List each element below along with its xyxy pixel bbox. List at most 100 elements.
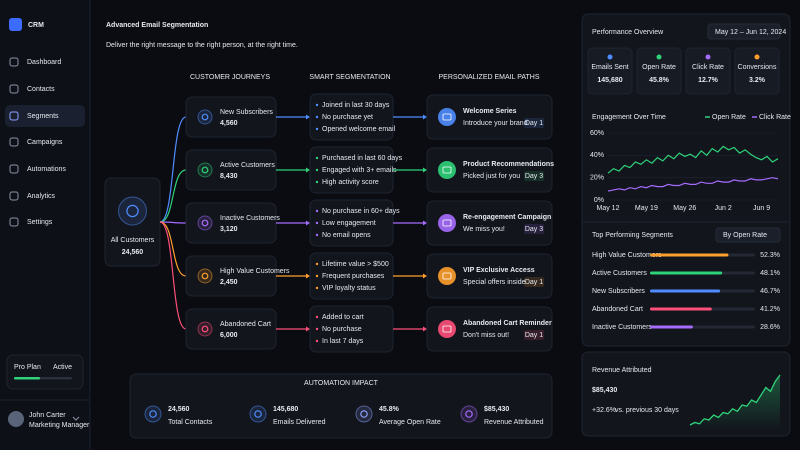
impact-icon (144, 405, 162, 423)
criteria-bullet (315, 233, 319, 237)
column-header: PERSONALIZED EMAIL PATHS (438, 74, 539, 81)
x-tick-label: May 26 (673, 205, 696, 212)
day-badge (524, 277, 544, 287)
kpi-icon (754, 54, 760, 60)
criteria-bullet (315, 327, 319, 331)
criteria-item: Opened welcome email (322, 126, 396, 133)
nav-item[interactable]: Segments (27, 113, 59, 120)
impact-icon-glyph (360, 410, 368, 418)
email-icon-glyph (442, 219, 452, 227)
nav-icon[interactable] (9, 164, 19, 174)
legend-label: Open Rate (712, 114, 746, 121)
nav-item[interactable]: Automations (27, 166, 66, 173)
email-card (426, 306, 553, 352)
criteria-item: Added to cart (322, 314, 364, 321)
date-range-picker[interactable] (707, 23, 781, 40)
criteria-bullet (315, 180, 319, 184)
sort-picker[interactable] (715, 227, 781, 243)
segment-icon-glyph (201, 113, 209, 121)
segment-count: 3,120 (220, 226, 238, 233)
segment-name: Abandoned Cart (220, 321, 271, 328)
email-icon (438, 161, 456, 179)
email-subtitle: We miss you! (463, 226, 505, 233)
impact-label: Emails Delivered (273, 419, 326, 426)
nav-item[interactable]: Contacts (27, 86, 55, 93)
email-icon (438, 108, 456, 126)
page-title: Advanced Email Segmentation (106, 22, 208, 29)
criteria-bullet (315, 274, 319, 278)
criteria-bullet (315, 339, 319, 343)
plan-status: Active (53, 364, 72, 371)
kpi-value: 3.2% (749, 77, 766, 84)
bar (650, 271, 723, 275)
branch-connector (159, 221, 187, 277)
series-line (607, 177, 779, 192)
root-icon (118, 196, 147, 226)
impact-value: $85,430 (484, 406, 509, 413)
impact-icon (355, 405, 373, 423)
kpi-label: Emails Sent (591, 64, 628, 71)
impact-card (129, 373, 553, 439)
segment-icon (197, 321, 213, 337)
day-badge (524, 330, 544, 340)
day-badge (524, 224, 544, 234)
chart-title: Engagement Over Time (592, 114, 666, 121)
nav-icon[interactable] (9, 191, 19, 201)
segment-icon-glyph (201, 325, 209, 333)
nav-item[interactable]: Dashboard (27, 59, 61, 66)
impact-label: Revenue Attributed (484, 419, 544, 426)
nav-icon[interactable] (9, 137, 19, 147)
nav-item[interactable]: Campaigns (27, 139, 63, 146)
x-tick-label: Jun 9 (753, 205, 770, 212)
plan-card (6, 354, 84, 390)
nav-icon[interactable] (9, 57, 19, 67)
criteria-item: VIP loyalty status (322, 285, 376, 292)
segment-count: 4,560 (220, 120, 238, 127)
sparkline (689, 374, 781, 426)
bar (650, 325, 693, 329)
criteria-item: Frequent purchases (322, 273, 385, 280)
kpi-label: Conversions (738, 64, 777, 71)
bar-value-label: 41.2% (760, 306, 780, 313)
day-badge-text: Day 1 (525, 120, 543, 127)
branch-connector (159, 169, 187, 223)
nav-icon[interactable] (9, 84, 19, 94)
legend-label: Click Rate (759, 114, 791, 121)
criteria-item: In last 7 days (322, 338, 364, 345)
email-icon-glyph (442, 166, 452, 174)
day-badge-text: Day 3 (525, 226, 543, 233)
nav-icon[interactable] (9, 111, 19, 121)
segment-icon-glyph (201, 166, 209, 174)
brand-name: CRM (28, 22, 44, 29)
impact-icon-glyph (149, 410, 157, 418)
kpi-icon (656, 54, 662, 60)
criteria-item: Lifetime value > $500 (322, 261, 389, 268)
nav-item[interactable]: Settings (27, 219, 53, 226)
nav-item[interactable]: Analytics (27, 193, 56, 200)
bar (650, 307, 712, 311)
nav-icon[interactable] (9, 217, 19, 227)
user-name: John Carter (29, 412, 66, 419)
criteria-item: No purchase yet (322, 114, 373, 121)
criteria-item: High activity score (322, 179, 379, 186)
criteria-bullet (315, 262, 319, 266)
segment-count: 8,430 (220, 173, 238, 180)
impact-value: 45.8% (379, 406, 400, 413)
bar-category: New Subscribers (592, 288, 645, 295)
bar-category: Inactive Customers (592, 324, 652, 331)
email-subtitle: Picked just for you (463, 173, 520, 180)
bar-category: High Value Customers (592, 252, 662, 259)
criteria-item: No purchase (322, 326, 362, 333)
x-tick-label: May 19 (635, 205, 658, 212)
day-badge (524, 171, 544, 181)
day-badge (524, 118, 544, 128)
y-tick-label: 0% (594, 197, 604, 204)
connector-arrow (423, 220, 427, 226)
user-menu-chevron[interactable] (72, 416, 80, 421)
kpi-card (587, 47, 633, 95)
email-icon-glyph (442, 272, 452, 280)
segment-icon (197, 109, 213, 125)
kpi-value: 12.7% (698, 77, 719, 84)
email-subtitle: Special offers inside (463, 279, 526, 286)
